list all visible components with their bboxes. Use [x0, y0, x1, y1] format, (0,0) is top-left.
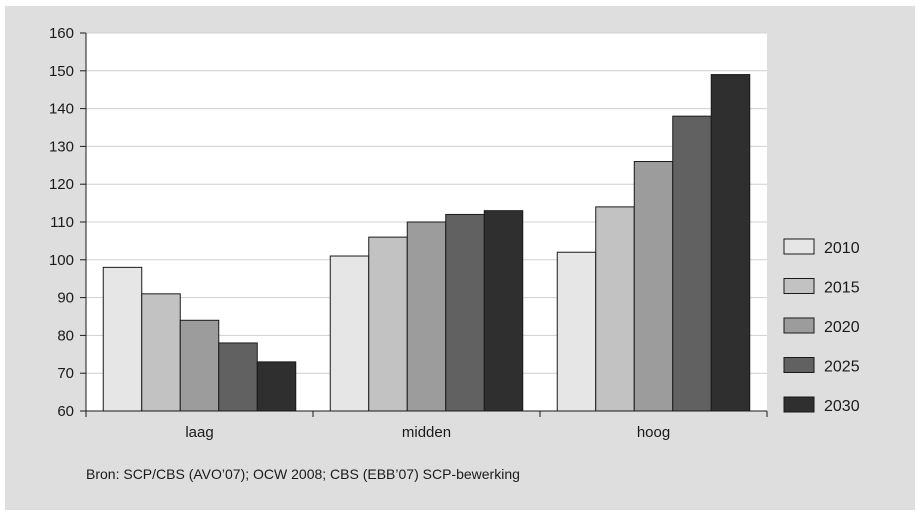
legend-swatch-2025 [783, 357, 815, 373]
bar-hoog-2010 [556, 251, 597, 412]
legend-swatch-2015 [783, 278, 815, 294]
y-tick-label-150: 150 [49, 63, 74, 80]
y-tick-label-110: 110 [50, 214, 74, 231]
y-tick-label-160: 160 [49, 25, 74, 42]
y-tick-label-130: 130 [49, 138, 74, 155]
x-axis-labels: laag midden hoog [85, 411, 768, 441]
y-tick-label-120: 120 [49, 176, 74, 193]
x-label-midden: midden [402, 424, 451, 441]
bar-laag-2020 [179, 319, 220, 412]
y-tick-label-90: 90 [57, 290, 74, 307]
x-label-hoog: hoog [637, 424, 670, 441]
y-tick-label-60: 60 [57, 403, 74, 420]
bar-hoog-2025 [672, 115, 712, 412]
legend: 2010 2015 2020 2025 2030 [783, 238, 860, 415]
y-tick-label-100: 100 [49, 252, 74, 269]
bar-midden-2010 [329, 255, 370, 412]
bar-laag-2025 [218, 342, 258, 412]
source-note: Bron: SCP/CBS (AVO’07); OCW 2008; CBS (E… [86, 466, 520, 482]
bar-hoog-2015 [595, 206, 635, 412]
bar-hoog-2020 [633, 161, 674, 412]
legend-swatch-2020 [783, 317, 815, 334]
y-tick-label-80: 80 [57, 327, 74, 344]
y-tick-label-140: 140 [49, 101, 74, 118]
bar-laag-2010 [102, 266, 143, 412]
legend-label-2020: 2020 [824, 319, 860, 336]
legend-label-2025: 2025 [824, 359, 860, 376]
x-label-laag: laag [185, 424, 213, 441]
legend-swatch-2010 [783, 238, 815, 255]
y-axis-ticks: 60 70 80 90 100 110 120 130 140 150 160 [49, 25, 86, 420]
legend-label-2015: 2015 [824, 280, 860, 297]
bars [102, 74, 751, 412]
legend-label-2030: 2030 [824, 398, 860, 415]
bar-midden-2020 [406, 221, 447, 412]
legend-label-2010: 2010 [824, 240, 860, 257]
bar-laag-2030 [256, 361, 297, 412]
bar-midden-2025 [445, 213, 485, 412]
legend-swatch-2030 [783, 396, 815, 413]
y-tick-label-70: 70 [57, 365, 74, 382]
bar-hoog-2030 [710, 74, 751, 412]
bar-midden-2015 [368, 236, 408, 412]
bar-laag-2015 [141, 293, 181, 412]
bar-midden-2030 [483, 210, 524, 412]
